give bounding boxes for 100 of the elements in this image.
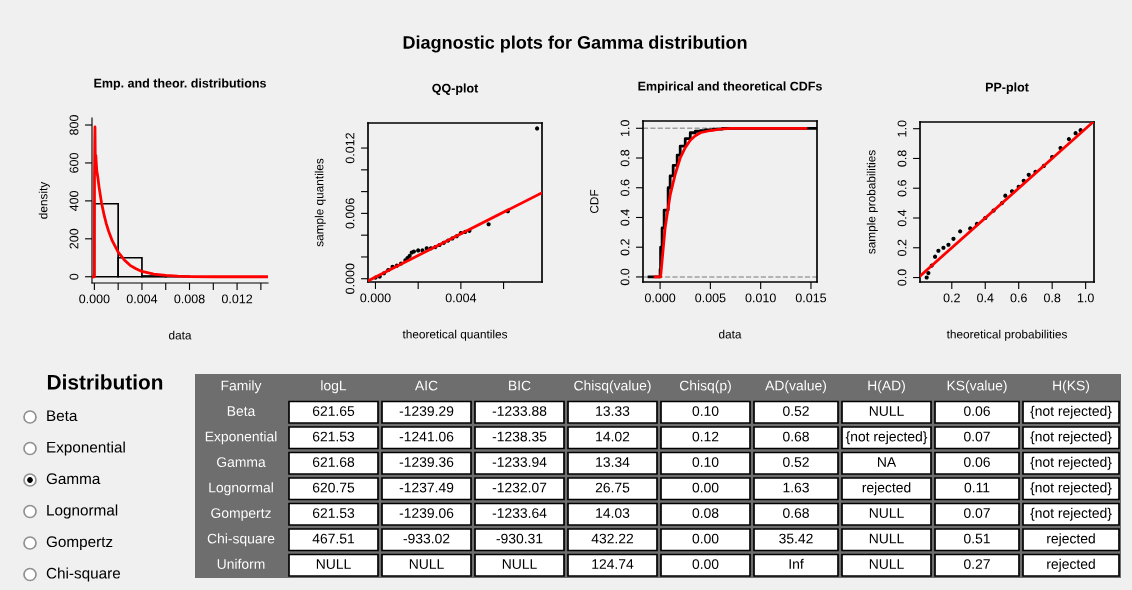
- text: -1239.36: [399, 457, 454, 467]
- y-tick-label: 0.4: [620, 209, 630, 226]
- text: 0.68: [783, 431, 809, 442]
- x-tick-label: 0.004: [126, 294, 158, 304]
- text: {not rejected}: [1030, 405, 1112, 419]
- text: 0.68: [783, 508, 809, 518]
- text: 0.00: [692, 559, 719, 569]
- x-axis-title: theoretical probabilities: [946, 329, 1067, 341]
- text: NULL: [316, 559, 351, 569]
- category-label: Chisq(value): [574, 380, 651, 394]
- text: {not rejected}: [845, 431, 928, 445]
- y-tick-label: 0.6: [620, 179, 630, 196]
- chart-title: Empirical and theoretical CDFs: [638, 81, 822, 94]
- text: Distribution: [47, 374, 163, 390]
- y-tick-label: 1.0: [620, 120, 630, 137]
- text: {not rejected}: [1030, 507, 1112, 521]
- text: rejected: [1047, 558, 1095, 572]
- text: -1238.35: [492, 431, 547, 442]
- y-tick-label: 0.6: [897, 180, 907, 197]
- text: 0.11: [964, 482, 990, 493]
- y-axis-title: sample probabilities: [866, 150, 878, 254]
- text: -1232.07: [492, 482, 547, 493]
- y-tick-label: 0.8: [897, 150, 907, 167]
- text: 0.12: [692, 431, 719, 442]
- text: 0.52: [783, 457, 809, 467]
- x-tick-label: 0.008: [174, 294, 205, 304]
- y-tick-label: 400: [69, 190, 79, 212]
- text: 0.07: [964, 508, 990, 518]
- text: -930.31: [496, 533, 543, 544]
- text: 621.53: [312, 508, 355, 518]
- y-tick-label: 0.8: [620, 149, 630, 167]
- category-label: Beta: [47, 410, 78, 422]
- text: 621.65: [312, 406, 355, 416]
- chart-title: PP-plot: [985, 82, 1029, 95]
- y-tick-label: 800: [69, 115, 79, 135]
- text: -1233.64: [492, 508, 547, 518]
- y-tick-label: 0.4: [897, 209, 907, 227]
- text: {not rejected}: [1030, 431, 1112, 445]
- y-tick-label: 0.2: [620, 239, 630, 256]
- text: NULL: [869, 533, 904, 544]
- text: 0.00: [692, 533, 719, 544]
- category-label: AD(value): [765, 380, 827, 394]
- y-tick-label: 200: [69, 228, 79, 249]
- text: 35.42: [779, 533, 813, 544]
- category-label: KS(value): [947, 380, 1007, 394]
- text: Exponential: [205, 431, 277, 445]
- x-tick-label: 0.4: [977, 293, 994, 303]
- x-axis-title: data: [719, 329, 742, 339]
- text: -1233.88: [492, 406, 547, 416]
- category-label: Chi-square: [46, 567, 121, 582]
- text: 13.34: [596, 457, 630, 467]
- text: 620.75: [312, 482, 355, 493]
- y-tick-label: 0.012: [345, 133, 355, 164]
- y-tick-label: 0.006: [345, 198, 355, 229]
- x-tick-label: 0.012: [221, 294, 253, 304]
- x-tick-label: 0.8: [1043, 293, 1061, 303]
- text: 621.68: [312, 457, 355, 467]
- text: -1233.94: [492, 457, 547, 467]
- y-tick-label: 0.2: [897, 239, 907, 256]
- y-tick-label: 1.0: [897, 120, 907, 137]
- x-tick-label: 0.000: [360, 293, 391, 303]
- x-axis-title: data: [169, 330, 192, 340]
- y-axis-title: density: [38, 181, 50, 219]
- category-label: H(AD): [868, 380, 905, 394]
- text: 14.03: [596, 508, 630, 518]
- category-label: H(KS): [1053, 380, 1090, 394]
- text: Chi-square: [207, 533, 275, 547]
- category-label: Family: [221, 380, 262, 394]
- text: NULL: [869, 559, 904, 569]
- x-tick-label: 0.010: [745, 293, 776, 303]
- x-tick-label: 1.0: [1077, 293, 1094, 303]
- x-tick-label: 0.005: [695, 293, 726, 303]
- category-label: Gamma: [46, 473, 101, 485]
- text: 0.27: [964, 559, 990, 569]
- text: Beta: [227, 406, 256, 416]
- text: 0.52: [783, 406, 809, 416]
- x-tick-label: 0.015: [795, 293, 827, 303]
- x-tick-label: 0.000: [644, 293, 676, 303]
- text: 0.00: [692, 482, 719, 493]
- category-label: Chisq(p): [679, 380, 731, 394]
- text: -1237.49: [399, 482, 454, 493]
- text: rejected: [1047, 533, 1095, 547]
- y-tick-label: 0.0: [620, 268, 630, 286]
- category-label: Gompertz: [46, 536, 113, 551]
- text: 0.10: [692, 457, 719, 467]
- text: NA: [877, 457, 897, 467]
- text: Gamma: [217, 457, 266, 467]
- text: Diagnostic plots for Gamma distribution: [403, 35, 747, 53]
- text: 124.74: [592, 559, 634, 569]
- text: -1239.29: [399, 406, 454, 416]
- y-axis-title: CDF: [590, 189, 599, 214]
- text: Lognormal: [209, 482, 273, 496]
- text: -1241.06: [399, 431, 454, 442]
- text: 0.51: [964, 533, 990, 544]
- text: 0.07: [964, 431, 990, 442]
- text: 0.10: [692, 406, 719, 416]
- text: NULL: [502, 559, 537, 569]
- text: -933.02: [403, 533, 450, 544]
- category-label: AIC: [414, 380, 438, 391]
- text: 0.06: [964, 457, 990, 467]
